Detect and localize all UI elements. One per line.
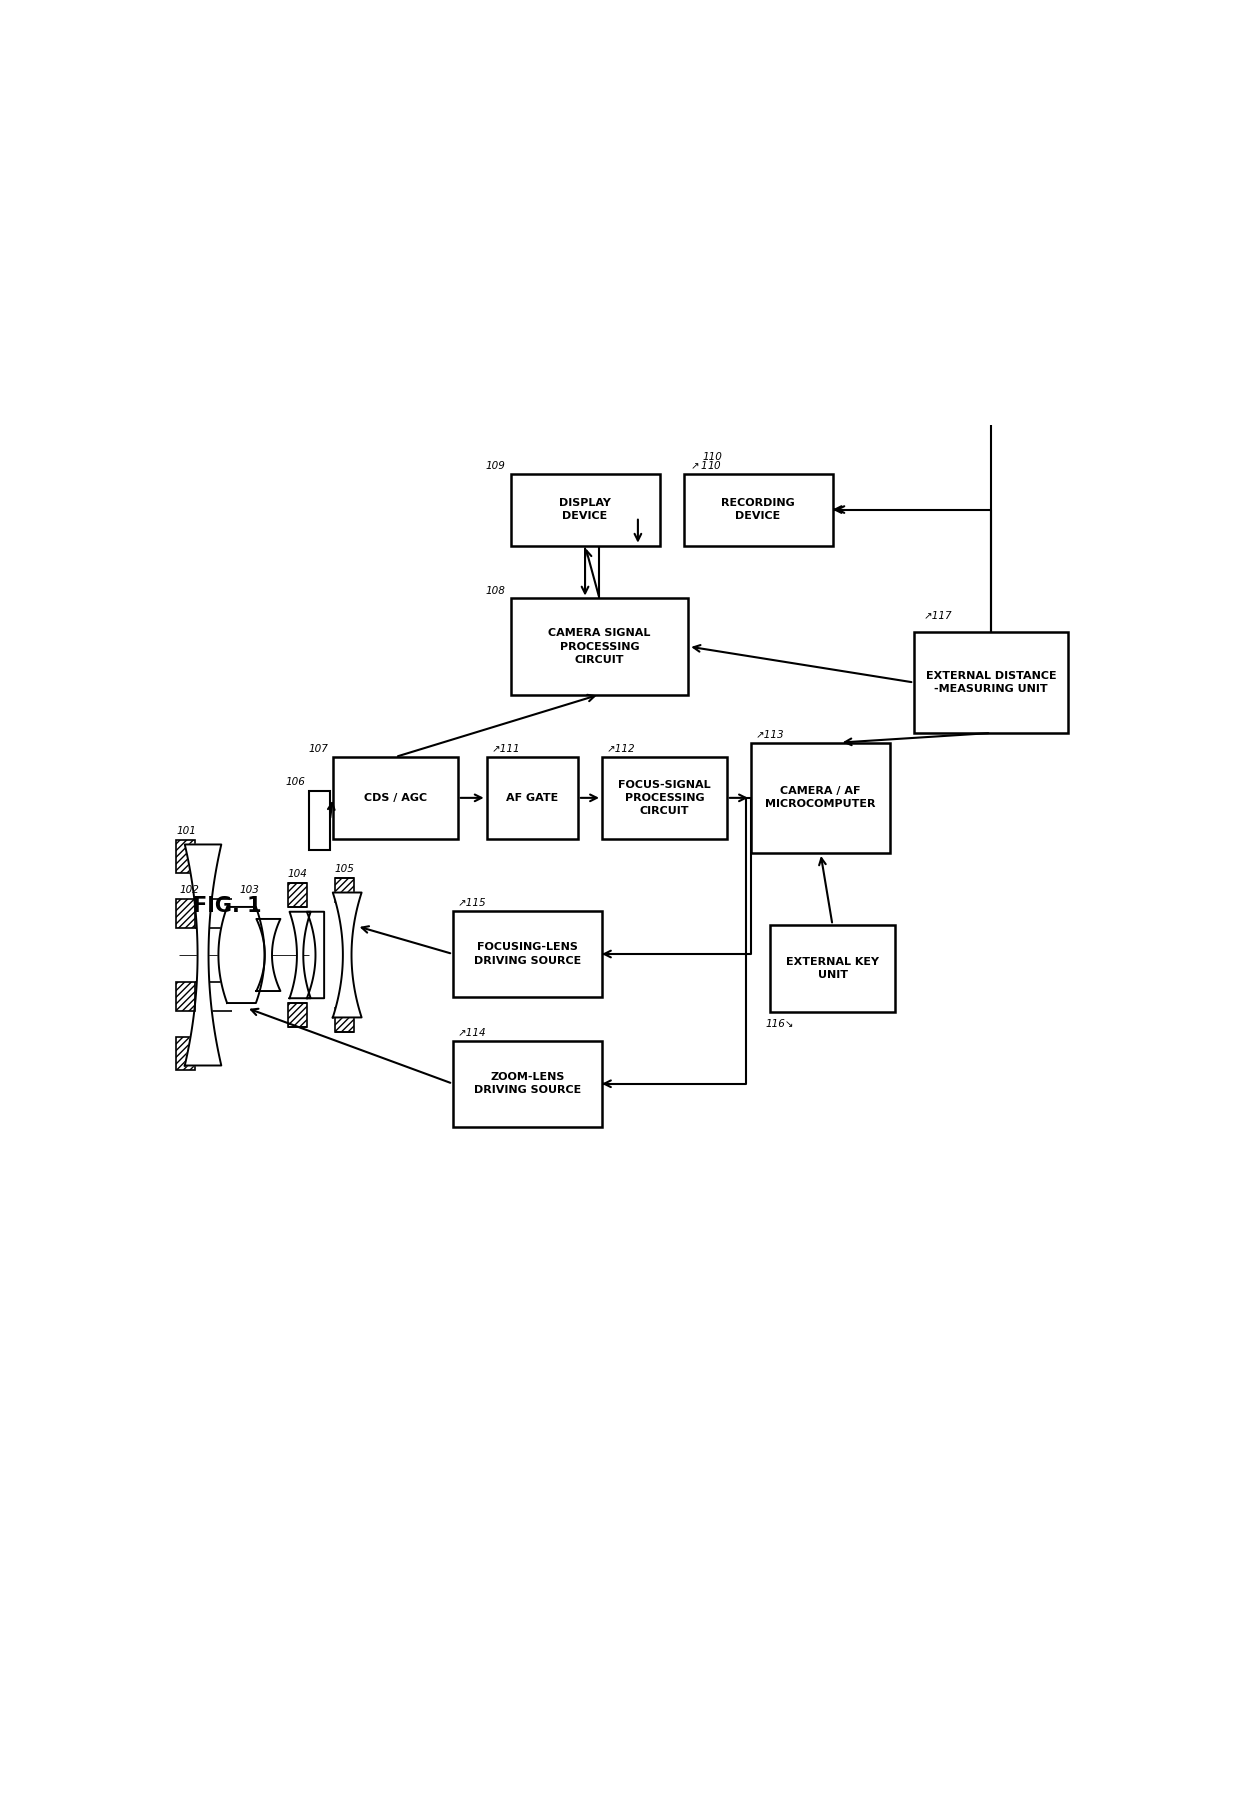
Text: 101: 101 bbox=[176, 825, 196, 836]
Bar bbox=[335, 1008, 353, 1032]
Bar bbox=[288, 883, 306, 908]
Text: 108: 108 bbox=[486, 585, 506, 596]
Text: RECORDING
DEVICE: RECORDING DEVICE bbox=[722, 499, 795, 522]
Bar bbox=[770, 926, 895, 1012]
Text: FOCUSING-LENS
DRIVING SOURCE: FOCUSING-LENS DRIVING SOURCE bbox=[474, 942, 582, 965]
Bar bbox=[176, 840, 196, 874]
Bar bbox=[176, 899, 196, 927]
Text: 109: 109 bbox=[486, 461, 506, 470]
Bar bbox=[751, 743, 890, 854]
Text: CDS / AGC: CDS / AGC bbox=[363, 793, 427, 804]
Bar bbox=[176, 981, 196, 1010]
Bar bbox=[601, 757, 727, 840]
Text: FOCUS-SIGNAL
PROCESSING
CIRCUIT: FOCUS-SIGNAL PROCESSING CIRCUIT bbox=[618, 780, 711, 816]
Bar bbox=[453, 911, 601, 997]
Text: FIG. 1: FIG. 1 bbox=[193, 895, 262, 917]
Text: 102: 102 bbox=[180, 886, 200, 895]
Text: 103: 103 bbox=[239, 886, 259, 895]
Text: EXTERNAL DISTANCE
-MEASURING UNIT: EXTERNAL DISTANCE -MEASURING UNIT bbox=[926, 671, 1056, 694]
Text: DISPLAY
DEVICE: DISPLAY DEVICE bbox=[559, 499, 611, 522]
Text: 116↘: 116↘ bbox=[765, 1019, 794, 1030]
Bar bbox=[511, 599, 688, 694]
Text: ↗115: ↗115 bbox=[458, 897, 486, 908]
Bar bbox=[332, 757, 458, 840]
Text: ↗117: ↗117 bbox=[924, 610, 952, 621]
Text: 107: 107 bbox=[308, 745, 327, 753]
Text: AF GATE: AF GATE bbox=[506, 793, 558, 804]
Text: CAMERA SIGNAL
PROCESSING
CIRCUIT: CAMERA SIGNAL PROCESSING CIRCUIT bbox=[548, 628, 651, 666]
Polygon shape bbox=[185, 845, 221, 1066]
Text: EXTERNAL KEY
UNIT: EXTERNAL KEY UNIT bbox=[786, 956, 879, 980]
Text: ZOOM-LENS
DRIVING SOURCE: ZOOM-LENS DRIVING SOURCE bbox=[474, 1073, 582, 1096]
Polygon shape bbox=[289, 911, 311, 997]
Text: ↗114: ↗114 bbox=[458, 1028, 486, 1037]
Text: ↗113: ↗113 bbox=[755, 730, 784, 739]
Text: ↗112: ↗112 bbox=[606, 745, 635, 753]
Text: 104: 104 bbox=[288, 868, 308, 879]
Bar bbox=[176, 1037, 196, 1071]
Bar bbox=[486, 757, 578, 840]
Polygon shape bbox=[218, 908, 264, 1003]
Text: 106: 106 bbox=[285, 777, 305, 788]
Polygon shape bbox=[332, 893, 362, 1017]
Bar bbox=[335, 877, 353, 902]
Bar bbox=[914, 631, 1068, 734]
Polygon shape bbox=[306, 911, 324, 997]
Bar bbox=[683, 474, 832, 545]
Bar bbox=[511, 474, 660, 545]
Text: $\mathsf{\nearrow}$110: $\mathsf{\nearrow}$110 bbox=[688, 459, 723, 470]
Text: CAMERA / AF
MICROCOMPUTER: CAMERA / AF MICROCOMPUTER bbox=[765, 786, 875, 809]
Text: 105: 105 bbox=[335, 865, 355, 874]
Polygon shape bbox=[257, 919, 280, 990]
Bar bbox=[309, 791, 330, 850]
Text: 110: 110 bbox=[703, 452, 723, 463]
Bar bbox=[288, 1003, 306, 1026]
Bar bbox=[453, 1041, 601, 1127]
Text: ↗111: ↗111 bbox=[491, 745, 520, 753]
